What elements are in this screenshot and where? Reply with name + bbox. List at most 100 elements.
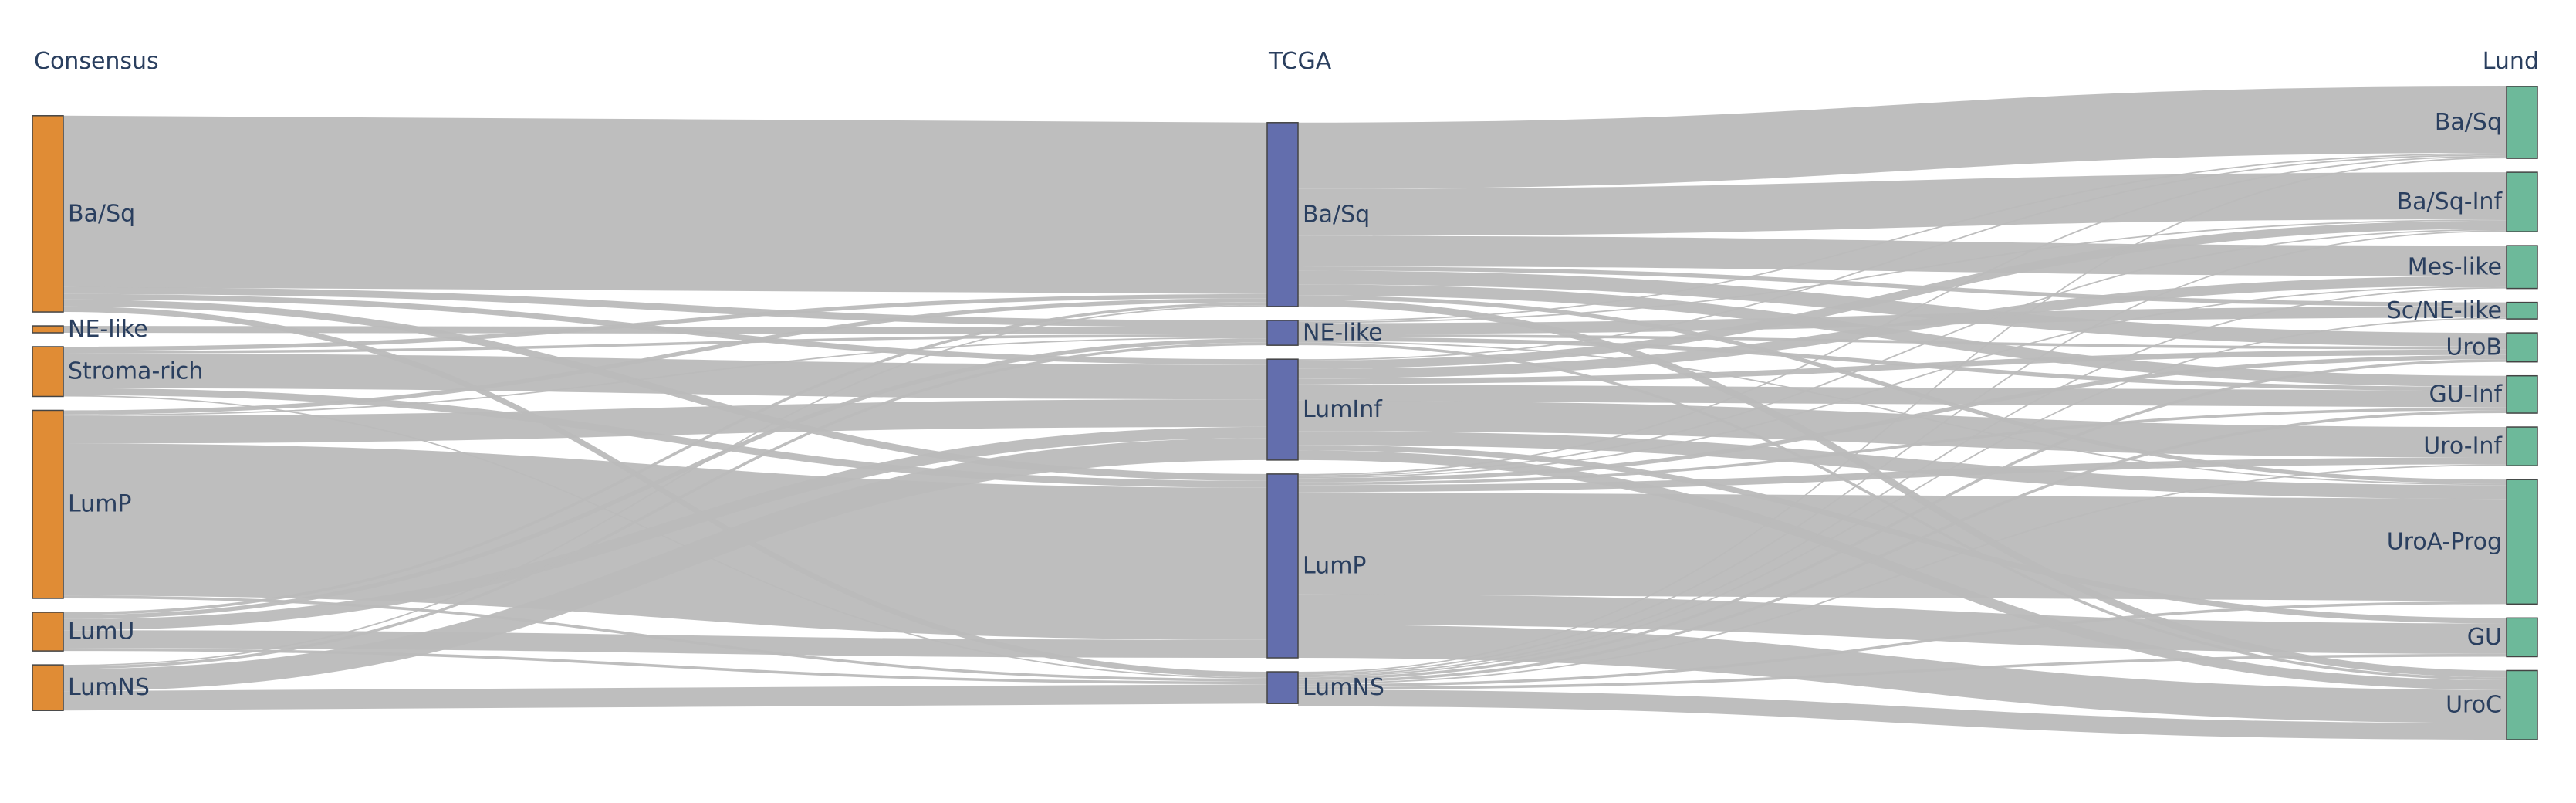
link-tcga-lund-ne-like-to-basq <box>1297 152 2507 322</box>
link-consensus-tcga-stroma-rich-to-basq <box>63 293 1268 351</box>
link-tcga-lund-lumns-to-uroc <box>1297 689 2507 740</box>
column-title-lund: Lund <box>2483 48 2539 75</box>
link-consensus-tcga-lumu-to-ne-like <box>63 338 1268 619</box>
link-consensus-tcga-lumns-to-luminf <box>63 438 1268 692</box>
node-lund-meslike[interactable] <box>2506 245 2538 290</box>
link-tcga-lund-basq-to-basq <box>1297 86 2507 189</box>
link-tcga-lund-luminf-to-uro-inf <box>1297 400 2507 458</box>
node-label-tcga-lumns: LumNS <box>1303 674 1384 701</box>
link-tcga-lund-luminf-to-basq-inf <box>1297 220 2507 369</box>
column-title-tcga: TCGA <box>1268 48 1332 75</box>
node-consensus-lump[interactable] <box>32 409 64 599</box>
link-consensus-tcga-lumu-to-luminf <box>63 426 1268 631</box>
link-tcga-lund-lumns-to-scne-like <box>1297 317 2507 678</box>
link-tcga-lund-lumns-to-mes-like <box>1297 286 2507 676</box>
link-consensus-tcga-lump-to-luminf <box>63 399 1268 444</box>
link-tcga-lund-luminf-to-gu-inf <box>1297 384 2507 408</box>
node-label-lund-meslike: Mes-like <box>2408 253 2502 280</box>
node-label-consensus-nelike: NE-like <box>68 316 148 343</box>
node-lund-guinf[interactable] <box>2506 374 2538 414</box>
link-tcga-lund-basq-to-basq-inf <box>1297 172 2507 236</box>
node-label-consensus-basq: Ba/Sq <box>68 200 135 227</box>
link-tcga-lund-ne-like-to-uroa-prog <box>1297 341 2507 486</box>
link-consensus-tcga-lump-to-ne-like <box>63 337 1268 416</box>
link-tcga-lund-lumns-to-basq <box>1297 157 2507 673</box>
labels-layer: Ba/Sq NE-like Stroma-rich LumP LumU LumNS Ba/S… <box>68 109 2503 719</box>
node-tcga-nelike[interactable] <box>1266 320 1299 346</box>
link-tcga-lund-lumns-to-uro-inf <box>1297 464 2507 685</box>
link-tcga-lund-lumns-to-uroa-prog <box>1297 601 2507 687</box>
node-label-tcga-luminf: LumInf <box>1303 396 1383 423</box>
node-label-lund-scnelike: Sc/NE-like <box>2387 297 2502 324</box>
link-consensus-tcga-ne-like-to-ne-like <box>63 326 1268 334</box>
link-tcga-lund-lumns-to-gu <box>1297 653 2507 690</box>
link-consensus-tcga-lumns-to-ne-like <box>63 342 1268 669</box>
node-lund-uroaprog[interactable] <box>2506 479 2538 605</box>
node-label-lund-gu: GU <box>2467 624 2502 651</box>
link-tcga-lund-ne-like-to-urob <box>1297 334 2507 350</box>
node-label-tcga-lump: LumP <box>1303 552 1367 579</box>
link-consensus-tcga-stroma-rich-to-ne-like <box>63 334 1268 354</box>
node-label-lund-uroaprog: UroA-Prog <box>2387 528 2502 555</box>
node-label-lund-guinf: GU-Inf <box>2429 381 2503 408</box>
node-tcga-lump[interactable] <box>1266 473 1299 659</box>
link-tcga-lund-lump-to-urob <box>1297 354 2507 483</box>
column-title-consensus: Consensus <box>34 48 159 75</box>
node-lund-basqinf[interactable] <box>2506 171 2538 232</box>
nodes-layer <box>32 86 2538 740</box>
node-label-consensus-lumu: LumU <box>68 618 134 645</box>
node-tcga-lumns[interactable] <box>1266 671 1299 704</box>
link-tcga-lund-basq-to-mes-like <box>1297 235 2507 276</box>
link-tcga-lund-basq-to-urob <box>1297 270 2507 347</box>
node-lund-urob[interactable] <box>2506 332 2538 363</box>
link-tcga-lund-lump-to-mes-like <box>1297 286 2507 479</box>
link-tcga-lund-luminf-to-basq <box>1297 154 2507 361</box>
link-consensus-tcga-lumu-to-basq <box>63 302 1268 615</box>
link-tcga-lund-ne-like-to-basq-inf <box>1297 219 2507 324</box>
link-consensus-tcga-basq-to-basq <box>63 115 1268 294</box>
link-tcga-lund-luminf-to-uroa-prog <box>1297 431 2507 500</box>
node-consensus-basq[interactable] <box>32 115 64 313</box>
link-consensus-tcga-lump-to-lump <box>63 443 1268 640</box>
node-label-consensus-lump: LumP <box>68 491 132 518</box>
node-label-consensus-stromarich: Stroma-rich <box>68 358 203 385</box>
link-consensus-tcga-lumns-to-lumns <box>63 684 1268 711</box>
node-lund-uroinf[interactable] <box>2506 426 2538 466</box>
node-label-lund-uroc: UroC <box>2446 692 2502 719</box>
column-titles: Consensus TCGA Lund <box>34 48 2539 75</box>
node-tcga-luminf[interactable] <box>1266 358 1299 461</box>
node-lund-gu[interactable] <box>2506 617 2538 658</box>
node-lund-scnelike[interactable] <box>2506 301 2538 320</box>
link-tcga-lund-lump-to-uroc <box>1297 625 2507 723</box>
link-consensus-tcga-lumu-to-lumns <box>63 648 1268 685</box>
link-tcga-lund-lumns-to-basq-inf <box>1297 230 2507 675</box>
node-lund-basq[interactable] <box>2506 86 2538 159</box>
link-tcga-lund-lumns-to-urob <box>1297 359 2507 680</box>
link-consensus-tcga-lumns-to-basq <box>63 305 1268 666</box>
node-consensus-lumns[interactable] <box>32 664 64 711</box>
link-tcga-lund-lump-to-basq <box>1297 155 2507 476</box>
node-label-tcga-nelike: NE-like <box>1303 320 1383 347</box>
node-lund-uroc[interactable] <box>2506 669 2538 740</box>
link-tcga-lund-luminf-to-mes-like <box>1297 276 2507 379</box>
link-tcga-lund-lump-to-gu <box>1297 594 2507 654</box>
link-tcga-lund-basq-to-scne-like <box>1297 266 2507 307</box>
node-label-lund-uroinf: Uro-Inf <box>2423 433 2503 460</box>
node-label-lund-basqinf: Ba/Sq-Inf <box>2397 188 2503 215</box>
link-tcga-lund-lump-to-basq-inf <box>1297 229 2507 477</box>
node-label-consensus-lumns: LumNS <box>68 674 150 701</box>
link-tcga-lund-lump-to-gu-inf <box>1297 407 2507 486</box>
node-tcga-basq[interactable] <box>1266 122 1299 307</box>
node-consensus-nelike[interactable] <box>32 325 64 334</box>
node-consensus-lumu[interactable] <box>32 612 64 652</box>
link-consensus-tcga-stroma-rich-to-lump <box>63 388 1268 488</box>
links-layer <box>63 86 2507 740</box>
link-tcga-lund-lumns-to-gu-inf <box>1297 410 2507 683</box>
node-label-lund-urob: UroB <box>2446 334 2502 361</box>
node-consensus-stromarich[interactable] <box>32 346 64 398</box>
link-tcga-lund-basq-to-gu-inf <box>1297 284 2507 388</box>
node-label-lund-basq: Ba/Sq <box>2435 109 2502 136</box>
link-consensus-tcga-lumu-to-lump <box>63 630 1268 659</box>
link-tcga-lund-luminf-to-urob <box>1297 349 2507 385</box>
